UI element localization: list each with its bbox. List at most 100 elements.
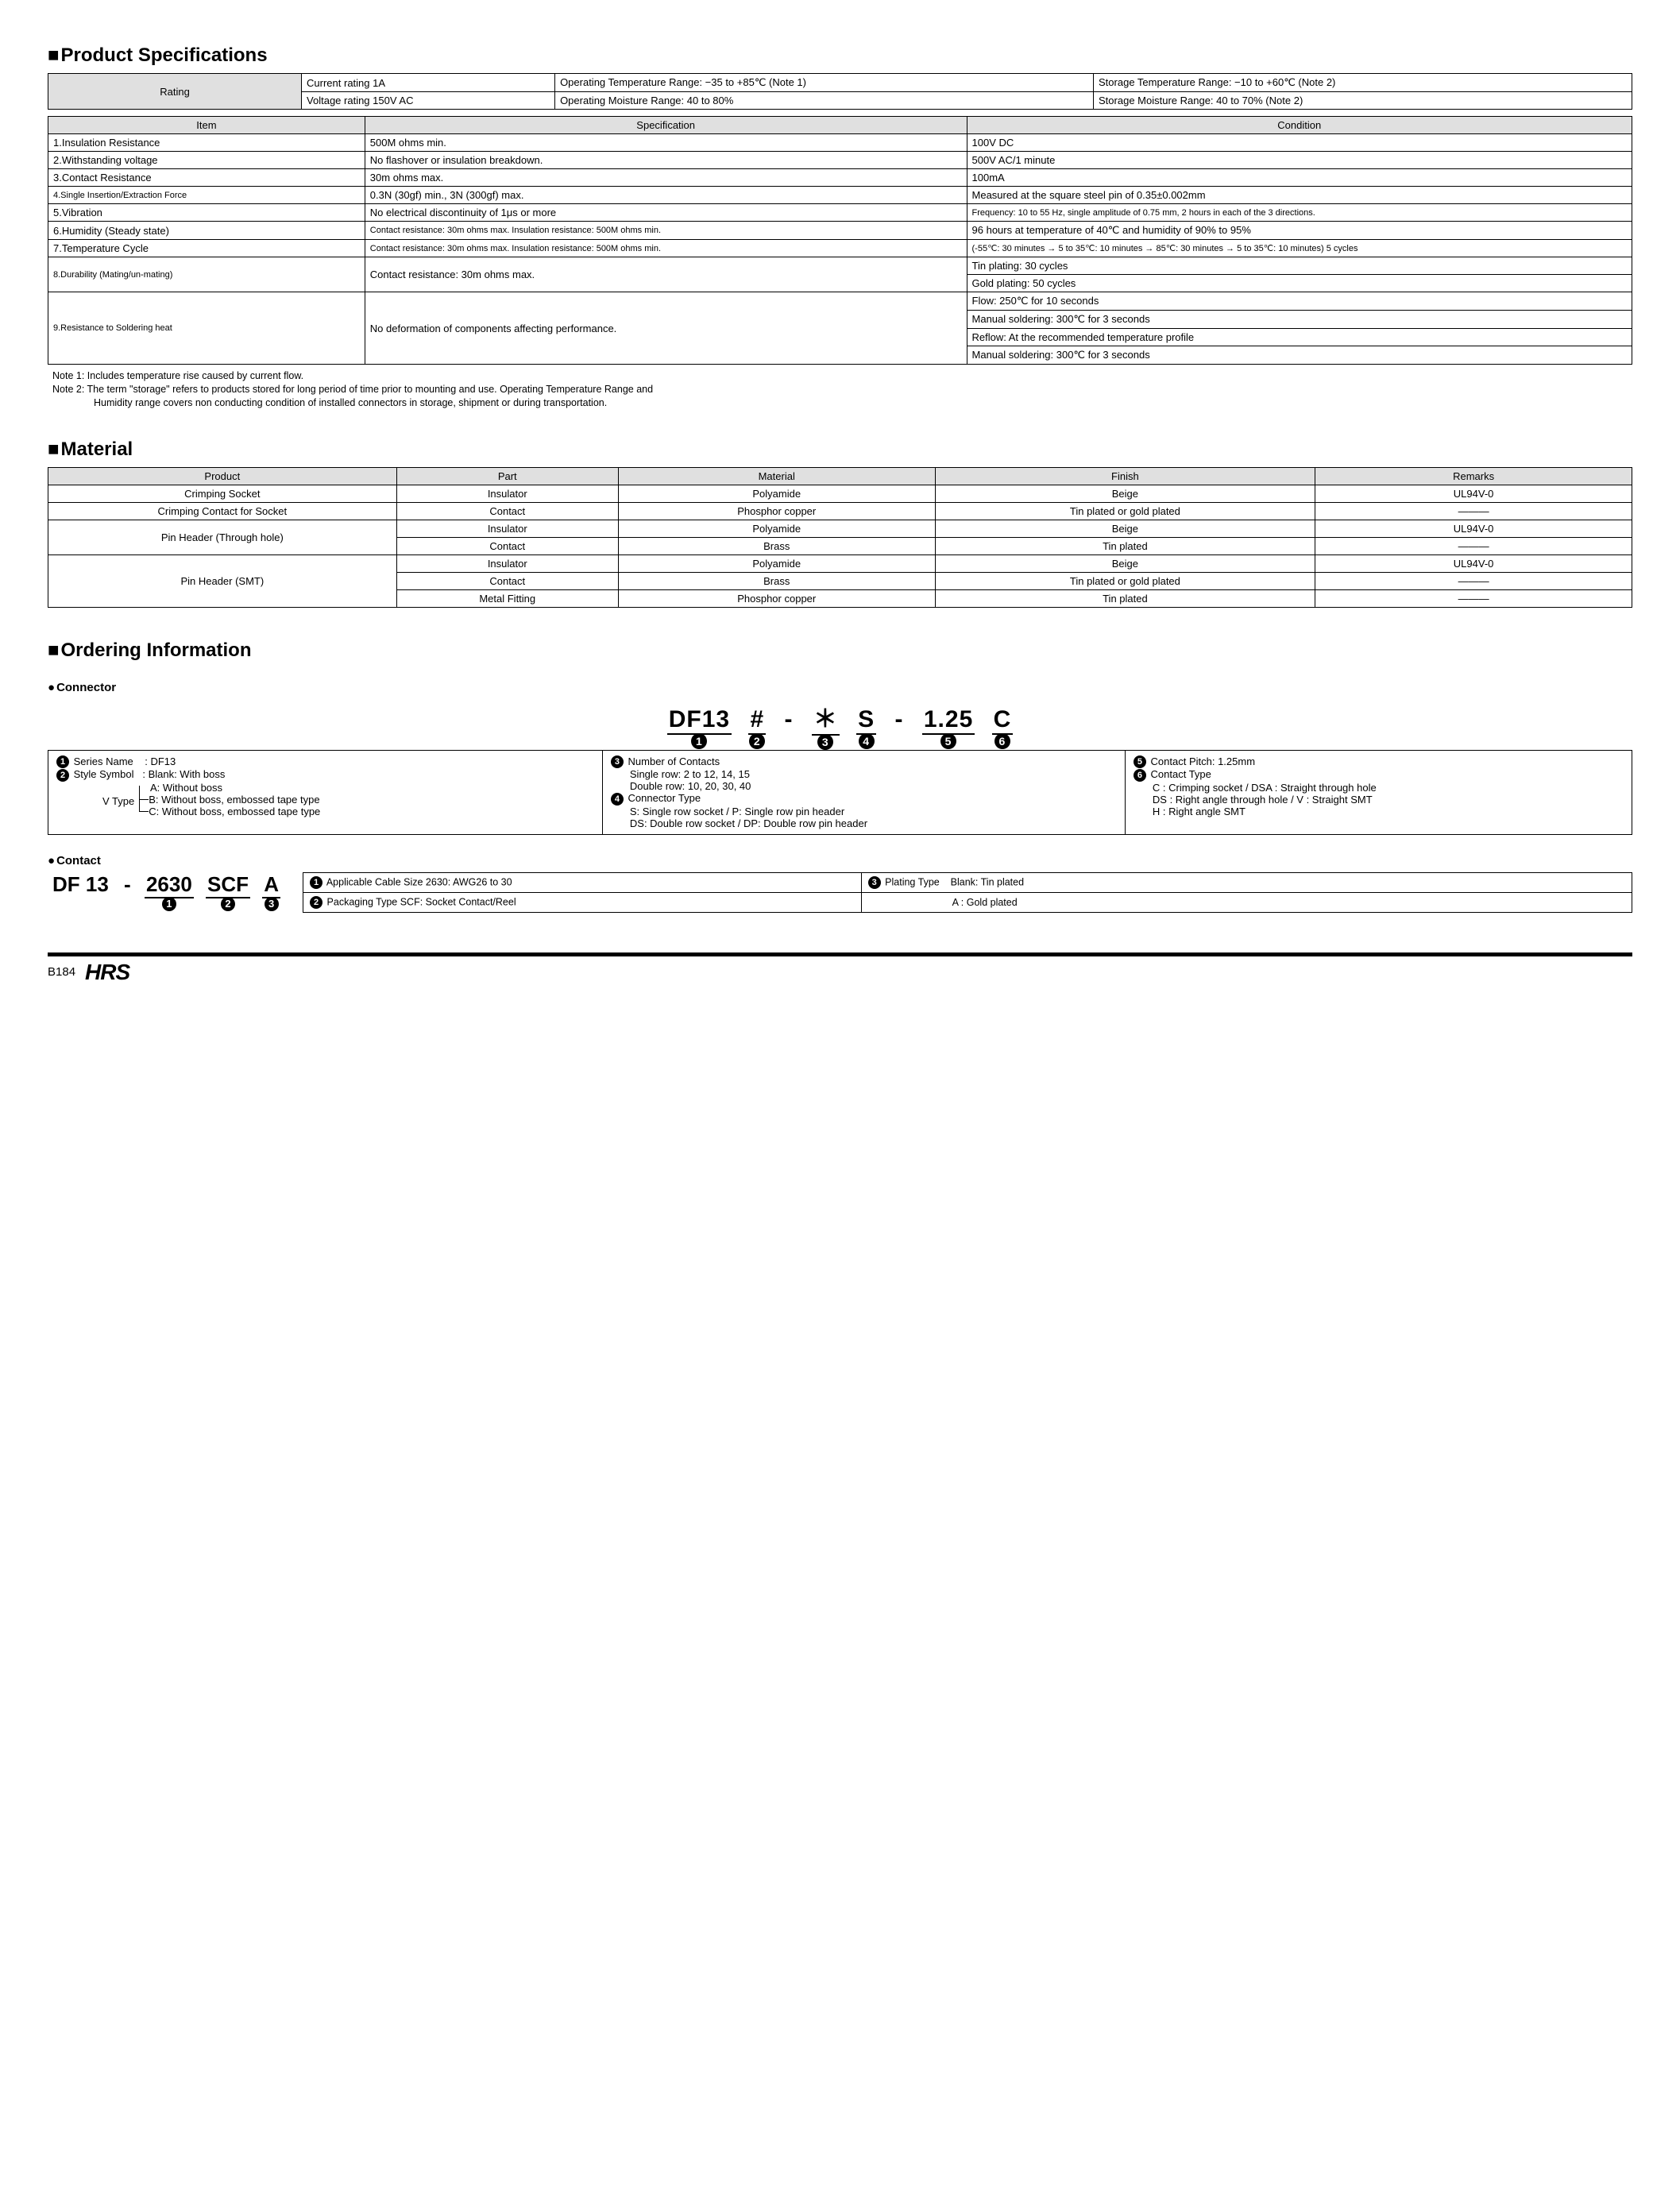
- code-num-c1: 1: [162, 897, 176, 911]
- mat-material: Brass: [618, 537, 935, 554]
- sub-heading-connector: Connector: [48, 681, 1632, 694]
- mat-finish: Tin plated: [935, 589, 1315, 607]
- brand-logo: HRS: [85, 960, 129, 985]
- mat-material: Polyamide: [618, 554, 935, 572]
- ord-c3-l2: Contact Type: [1151, 768, 1211, 780]
- page-number: B184: [48, 965, 75, 979]
- spec-spec: 500M ohms min.: [365, 134, 967, 152]
- ord-c1-l1b: : DF13: [145, 755, 176, 767]
- spec-spec: No electrical discontinuity of 1μs or mo…: [365, 204, 967, 222]
- code-seg-c2: SCF: [207, 872, 249, 896]
- specs-table: Item Specification Condition 1.Insulatio…: [48, 116, 1632, 365]
- sub-heading-contact: Contact: [48, 854, 1632, 867]
- ordering-code-contact: DF 13 - 26301 SCF2 A3: [48, 872, 284, 898]
- circ-2: 2: [56, 769, 69, 782]
- ct-c4: A : Gold plated: [861, 892, 1632, 912]
- rating-voltage: Voltage rating 150V AC: [302, 92, 555, 110]
- code-num-4: 4: [859, 733, 875, 749]
- spec-cond: 100V DC: [967, 134, 1632, 152]
- circ-5: 5: [1134, 755, 1146, 768]
- th-product: Product: [48, 467, 397, 485]
- spec-item: 6.Humidity (Steady state): [48, 222, 365, 240]
- spec-cond: Gold plating: 50 cycles: [967, 275, 1632, 292]
- mat-product: Pin Header (SMT): [48, 554, 397, 607]
- ord-c1-l1a: Series Name: [74, 755, 133, 767]
- mat-finish: Tin plated or gold plated: [935, 502, 1315, 520]
- mat-part: Insulator: [396, 554, 618, 572]
- ct-c2: Packaging Type SCF: Socket Contact/Reel: [327, 896, 516, 907]
- ord-c2-l4: Connector Type: [628, 792, 701, 804]
- mat-remarks: UL94V-0: [1315, 554, 1632, 572]
- mat-part: Contact: [396, 572, 618, 589]
- rating-table: Rating Current rating 1A Operating Tempe…: [48, 73, 1632, 110]
- section-title-specs: Product Specifications: [48, 44, 1632, 67]
- mat-product: Pin Header (Through hole): [48, 520, 397, 554]
- mat-part: Insulator: [396, 485, 618, 502]
- page-footer: B184 HRS: [48, 952, 1632, 985]
- rating-st-moist: Storage Moisture Range: 40 to 70% (Note …: [1094, 92, 1632, 110]
- mat-finish: Beige: [935, 485, 1315, 502]
- mat-remarks: ———: [1315, 589, 1632, 607]
- ct-c3b: Blank: Tin plated: [951, 876, 1024, 887]
- code-seg-1: DF13: [669, 706, 730, 732]
- rating-current: Current rating 1A: [302, 74, 555, 92]
- code-seg-6: C: [994, 706, 1012, 732]
- th-remarks: Remarks: [1315, 467, 1632, 485]
- ord-c1-l4lead: V Type: [102, 794, 134, 807]
- contact-legend-table: 1 Applicable Cable Size 2630: AWG26 to 3…: [303, 872, 1632, 913]
- spec-item: 5.Vibration: [48, 204, 365, 222]
- circ-6: 6: [1134, 769, 1146, 782]
- spec-cond: Manual soldering: 300℃ for 3 seconds: [967, 311, 1632, 329]
- material-table: Product Part Material Finish Remarks Cri…: [48, 467, 1632, 608]
- spec-cond: Manual soldering: 300℃ for 3 seconds: [967, 346, 1632, 365]
- code-num-c3: 3: [265, 897, 279, 911]
- code-dash: -: [122, 872, 133, 897]
- th-item: Item: [48, 117, 365, 134]
- mat-remarks: ———: [1315, 502, 1632, 520]
- ord-c1-l5: C: Without boss, embossed tape type: [149, 806, 594, 817]
- circ-c2: 2: [310, 896, 322, 909]
- mat-product: Crimping Contact for Socket: [48, 502, 397, 520]
- spec-item: 7.Temperature Cycle: [48, 240, 365, 257]
- section-title-ordering: Ordering Information: [48, 639, 1632, 662]
- ord-c3-l5: H : Right angle SMT: [1134, 806, 1624, 817]
- ord-c2-l6: DS: Double row socket / DP: Double row p…: [611, 817, 1117, 829]
- circ-c3: 3: [868, 876, 881, 889]
- mat-material: Polyamide: [618, 485, 935, 502]
- spec-spec: No flashover or insulation breakdown.: [365, 152, 967, 169]
- spec-item: 1.Insulation Resistance: [48, 134, 365, 152]
- ordering-legend-table: 1 Series Name : DF13 2 Style Symbol : Bl…: [48, 750, 1632, 835]
- mat-part: Contact: [396, 502, 618, 520]
- ord-c1-l3: A: Without boss: [56, 782, 594, 794]
- mat-remarks: UL94V-0: [1315, 485, 1632, 502]
- th-part: Part: [396, 467, 618, 485]
- spec-cond: 100mA: [967, 169, 1632, 187]
- circ-c1: 1: [310, 876, 322, 889]
- mat-part: Metal Fitting: [396, 589, 618, 607]
- spec-cond: Flow: 250℃ for 10 seconds: [967, 292, 1632, 311]
- mat-remarks: UL94V-0: [1315, 520, 1632, 537]
- note-2a: Note 2: The term "storage" refers to pro…: [52, 383, 1632, 396]
- mat-remarks: ———: [1315, 537, 1632, 554]
- code-num-c2: 2: [221, 897, 235, 911]
- spec-spec: No deformation of components affecting p…: [365, 292, 967, 365]
- spec-cond: (-55℃: 30 minutes → 5 to 35℃: 10 minutes…: [967, 240, 1632, 257]
- th-cond: Condition: [967, 117, 1632, 134]
- spec-spec: 30m ohms max.: [365, 169, 967, 187]
- code-seg-c3: A: [264, 872, 279, 896]
- spec-item: 8.Durability (Mating/un-mating): [48, 257, 365, 292]
- code-num-1: 1: [691, 733, 707, 749]
- ct-c1: Applicable Cable Size 2630: AWG26 to 30: [326, 876, 512, 887]
- mat-remarks: ———: [1315, 572, 1632, 589]
- code-dash: -: [894, 706, 906, 733]
- code-seg-3: ＊: [813, 706, 838, 732]
- ct-c3a: Plating Type: [885, 876, 940, 887]
- mat-part: Contact: [396, 537, 618, 554]
- ord-c1-l2a: Style Symbol: [74, 768, 134, 780]
- notes-block: Note 1: Includes temperature rise caused…: [52, 369, 1632, 410]
- code-num-2: 2: [749, 733, 765, 749]
- spec-item: 2.Withstanding voltage: [48, 152, 365, 169]
- th-material: Material: [618, 467, 935, 485]
- th-finish: Finish: [935, 467, 1315, 485]
- ord-c3-l1: Contact Pitch: 1.25mm: [1151, 755, 1256, 767]
